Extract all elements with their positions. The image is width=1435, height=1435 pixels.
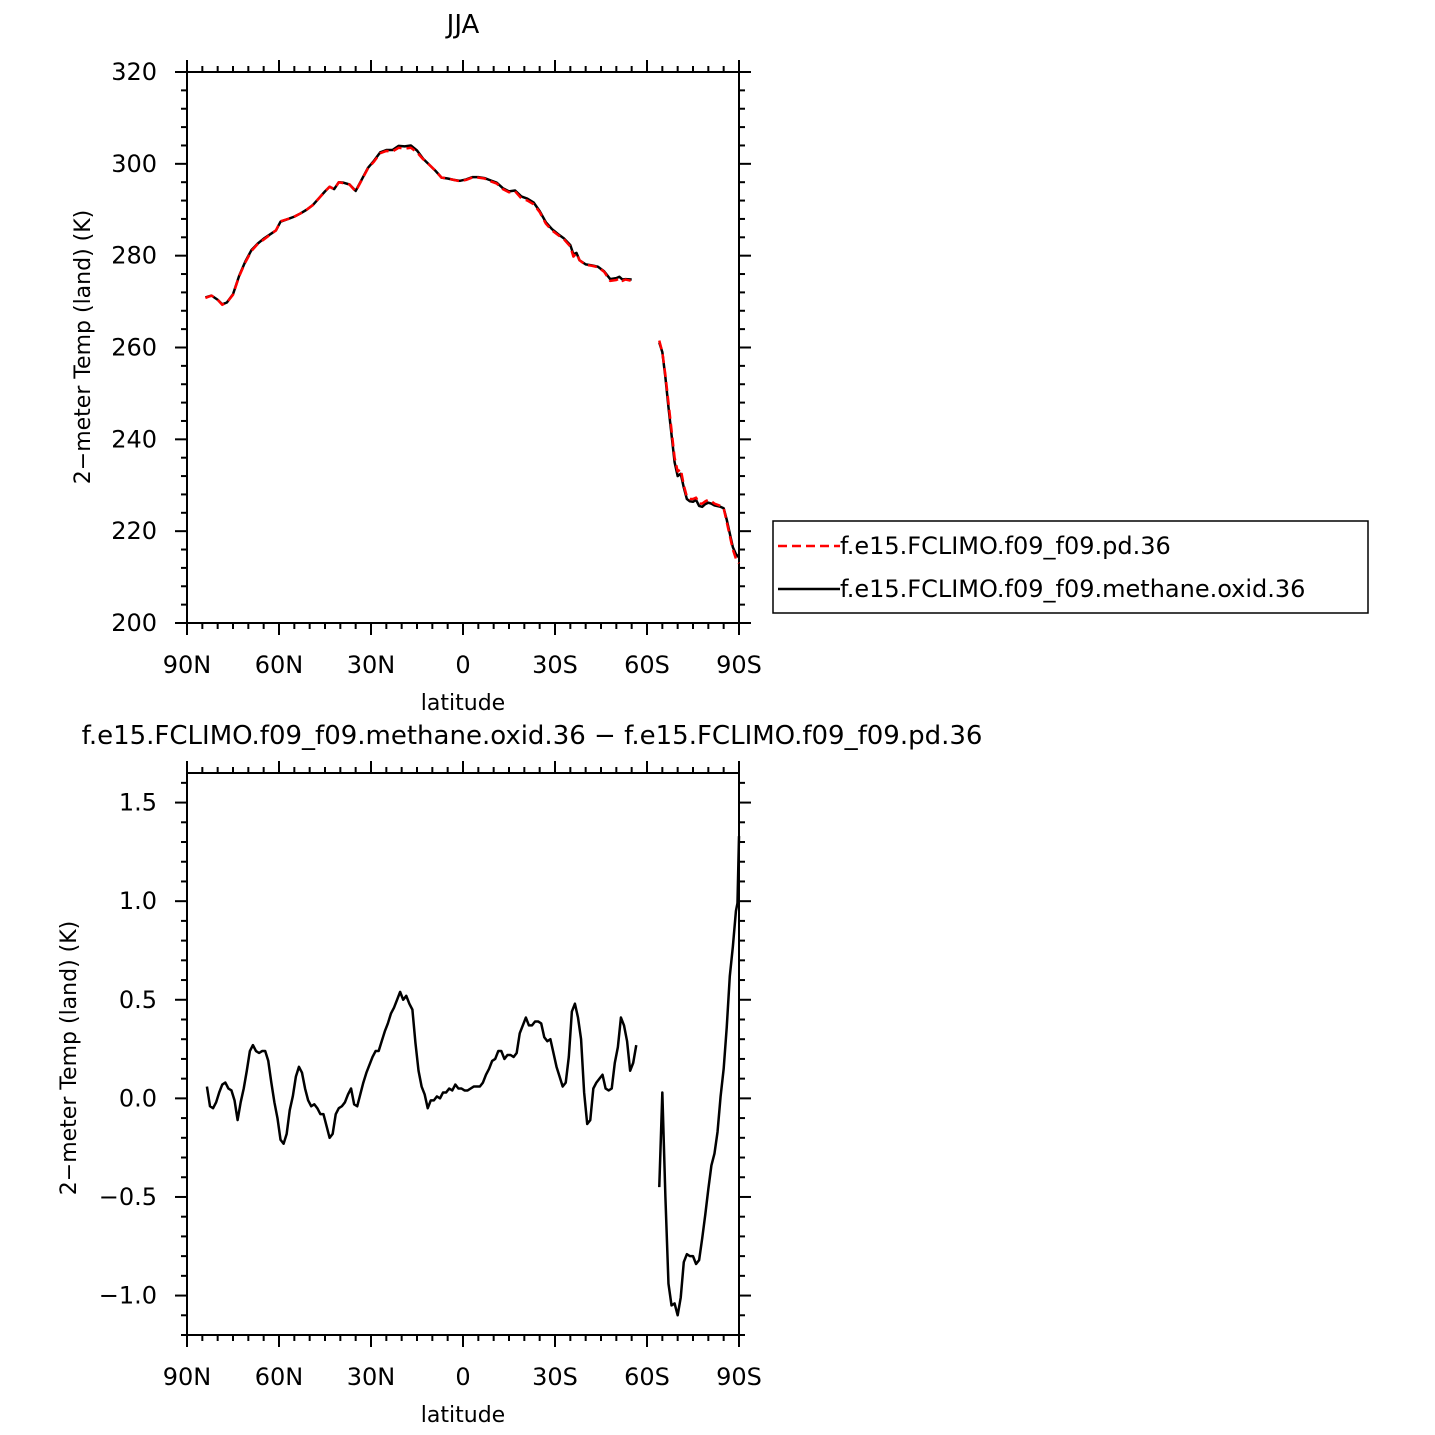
legend: f.e15.FCLIMO.f09_f09.pd.36 f.e15.FCLIMO.… <box>772 520 1369 614</box>
plot-frame <box>186 772 740 1336</box>
y-tick-label: 220 <box>111 517 157 545</box>
y-tick-label: 200 <box>111 609 157 637</box>
bottom-y-axis-label: 2−meter Temp (land) (K) <box>57 921 82 1195</box>
top-y-axis-label: 2−meter Temp (land) (K) <box>71 210 96 484</box>
series-line <box>205 144 632 306</box>
x-tick-label: 30N <box>347 651 396 679</box>
y-tick-label: 0.0 <box>119 1084 157 1112</box>
bottom-title: f.e15.FCLIMO.f09_f09.methane.oxid.36 − f… <box>82 721 983 751</box>
bottom-panel: f.e15.FCLIMO.f09_f09.methane.oxid.36 − f… <box>57 721 982 1428</box>
y-tick-label: 1.5 <box>119 789 157 817</box>
series-line <box>205 990 638 1145</box>
top-title: JJA <box>445 10 480 40</box>
plot-frame <box>186 71 740 624</box>
x-tick-label: 90N <box>163 651 212 679</box>
y-tick-label: −1.0 <box>99 1282 157 1310</box>
series-line <box>658 836 741 1317</box>
y-tick-label: 260 <box>111 334 157 362</box>
y-tick-label: 1.0 <box>119 887 157 915</box>
top-panel: JJA latitude 2−meter Temp (land) (K) 90N… <box>71 10 762 716</box>
x-tick-label: 0 <box>455 1363 470 1391</box>
x-tick-label: 30S <box>532 651 578 679</box>
x-tick-label: 90S <box>716 1363 762 1391</box>
legend-label-methane: f.e15.FCLIMO.f09_f09.methane.oxid.36 <box>840 575 1305 603</box>
series-line <box>658 340 741 565</box>
x-tick-label: 60N <box>255 1363 304 1391</box>
legend-box <box>772 520 1369 614</box>
x-tick-label: 30S <box>532 1363 578 1391</box>
y-tick-label: 300 <box>111 150 157 178</box>
x-tick-label: 90S <box>716 651 762 679</box>
top-x-axis-label: latitude <box>421 691 505 716</box>
x-tick-label: 60S <box>624 1363 670 1391</box>
x-tick-label: 90N <box>163 1363 212 1391</box>
y-tick-label: 320 <box>111 58 157 86</box>
x-tick-label: 60S <box>624 651 670 679</box>
series-line <box>204 146 632 307</box>
x-tick-label: 0 <box>455 651 470 679</box>
x-tick-label: 60N <box>255 651 304 679</box>
legend-label-pd: f.e15.FCLIMO.f09_f09.pd.36 <box>840 532 1171 560</box>
y-tick-label: 240 <box>111 425 157 453</box>
y-tick-label: −0.5 <box>99 1183 157 1211</box>
bottom-x-axis-label: latitude <box>421 1403 505 1428</box>
x-tick-label: 30N <box>347 1363 396 1391</box>
y-tick-label: 0.5 <box>119 986 157 1014</box>
y-tick-label: 280 <box>111 242 157 270</box>
